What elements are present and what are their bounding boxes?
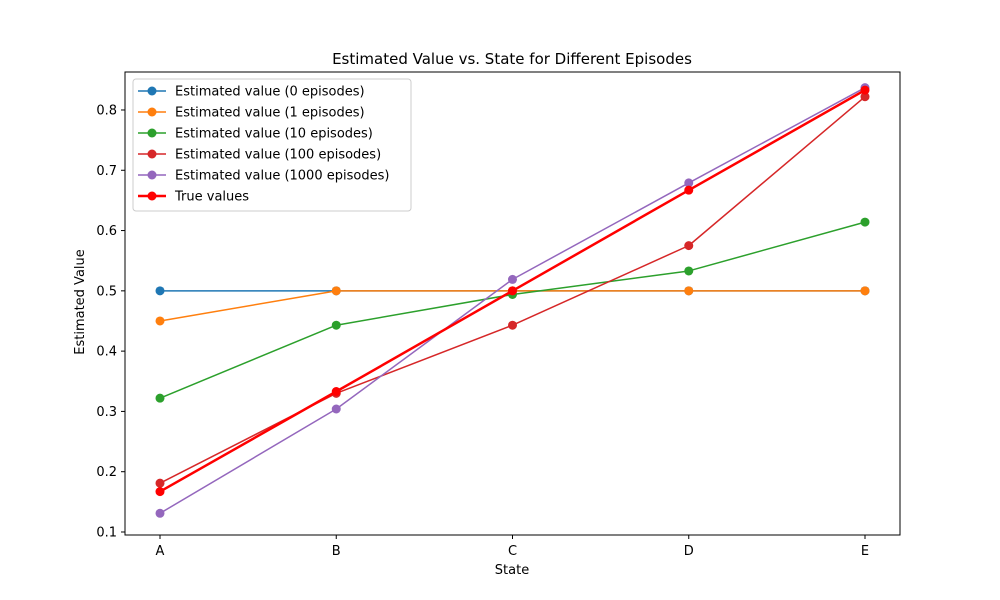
x-tick-label: C: [508, 544, 517, 559]
data-point: [508, 320, 517, 330]
legend-box: [132, 78, 412, 212]
legend-entry-label: Estimated value (1 episodes): [175, 106, 365, 121]
data-point: [508, 286, 517, 296]
legend-entry-label: Estimated value (1000 episodes): [175, 169, 389, 184]
legend-entry-label: Estimated value (10 episodes): [175, 127, 373, 142]
y-tick-label: 0.2: [96, 465, 117, 480]
x-tick-label: A: [156, 544, 165, 559]
data-point: [155, 478, 165, 488]
y-tick-label: 0.5: [96, 284, 117, 299]
data-point: [860, 92, 870, 102]
data-point: [331, 286, 341, 296]
data-point: [155, 316, 165, 326]
data-point: [331, 404, 341, 414]
x-tick-label: E: [861, 544, 869, 559]
y-tick-label: 0.4: [96, 345, 117, 360]
y-tick-label: 0.1: [96, 525, 117, 540]
legend-marker: [147, 149, 157, 159]
legend-entry-label: Estimated value (0 episodes): [175, 85, 365, 100]
y-tick-label: 0.3: [96, 405, 117, 420]
data-point: [684, 286, 694, 296]
data-point: [155, 286, 165, 296]
data-point: [331, 387, 341, 397]
legend-marker: [147, 128, 157, 138]
data-point: [684, 178, 694, 188]
data-point: [860, 85, 870, 95]
data-point: [155, 487, 165, 497]
y-tick-label: 0.6: [96, 224, 117, 239]
series-line: [159, 221, 866, 399]
x-axis-label: State: [495, 563, 529, 578]
data-point: [155, 508, 165, 518]
x-tick-label: B: [332, 544, 341, 559]
legend-marker: [147, 191, 157, 201]
legend-entry-label: True values: [174, 190, 249, 205]
x-tick-label: D: [684, 544, 694, 559]
chart-title: Estimated Value vs. State for Different …: [332, 50, 692, 68]
y-tick-label: 0.8: [96, 103, 117, 118]
legend: Estimated value (0 episodes) Estimated va…: [132, 78, 412, 212]
data-point: [508, 274, 517, 284]
data-point: [860, 286, 870, 296]
data-point: [155, 393, 165, 403]
legend-marker: [147, 170, 157, 180]
y-axis-label: Estimated Value: [73, 249, 88, 355]
y-tick-label: 0.7: [96, 164, 117, 179]
legend-marker: [147, 86, 157, 96]
data-point: [684, 266, 694, 276]
data-point: [684, 241, 694, 251]
plot-area: 0.1 0.2 0.3 0.4 0.5 0.6 0.7 0.8 A B C D E: [96, 71, 901, 559]
data-point: [331, 320, 341, 330]
data-point: [684, 185, 694, 195]
legend-marker: [147, 107, 157, 117]
legend-entry-label: Estimated value (100 episodes): [175, 148, 381, 163]
data-point: [860, 217, 870, 227]
